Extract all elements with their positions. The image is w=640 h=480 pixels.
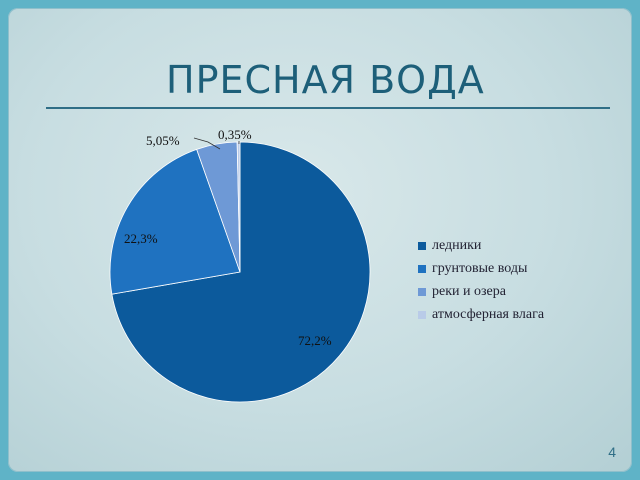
legend-label: ледники <box>432 237 482 253</box>
chart-legend: ледники грунтовые воды реки и озера атмо… <box>418 234 544 326</box>
page-title: ПРЕСНАЯ ВОДА <box>166 58 485 102</box>
title-divider <box>46 107 610 109</box>
legend-item-atmospheric: атмосферная влага <box>418 303 544 326</box>
data-label-atmospheric: 0,35% <box>218 127 252 142</box>
slide: ПРЕСНАЯ ВОДА 72,2% 22,3% 5,05% 0,35% ледник… <box>8 8 632 472</box>
legend-swatch <box>418 287 426 296</box>
legend-item-rivers-lakes: реки и озера <box>418 280 544 303</box>
leader-line-rivers-lakes <box>193 137 221 150</box>
legend-label: грунтовые воды <box>432 260 528 276</box>
legend-swatch <box>418 264 426 273</box>
legend-item-groundwater: грунтовые воды <box>418 257 544 280</box>
legend-swatch <box>418 310 426 319</box>
legend-item-glaciers: ледники <box>418 234 544 257</box>
data-label-rivers-lakes: 5,05% <box>146 133 180 148</box>
page-number: 4 <box>608 444 616 460</box>
pie-data-labels: 72,2% 22,3% 5,05% 0,35% <box>124 127 332 348</box>
slice-atmospheric <box>236 141 241 273</box>
data-label-groundwater: 22,3% <box>124 231 158 246</box>
slice-groundwater <box>109 148 241 295</box>
legend-label: реки и озера <box>432 283 506 299</box>
data-label-glaciers: 72,2% <box>298 333 332 348</box>
legend-label: атмосферная влага <box>432 306 545 322</box>
pie-slices <box>109 141 371 403</box>
pie-chart: 72,2% 22,3% 5,05% 0,35% <box>109 127 371 403</box>
slice-glaciers <box>111 141 371 403</box>
legend-swatch <box>418 241 426 250</box>
